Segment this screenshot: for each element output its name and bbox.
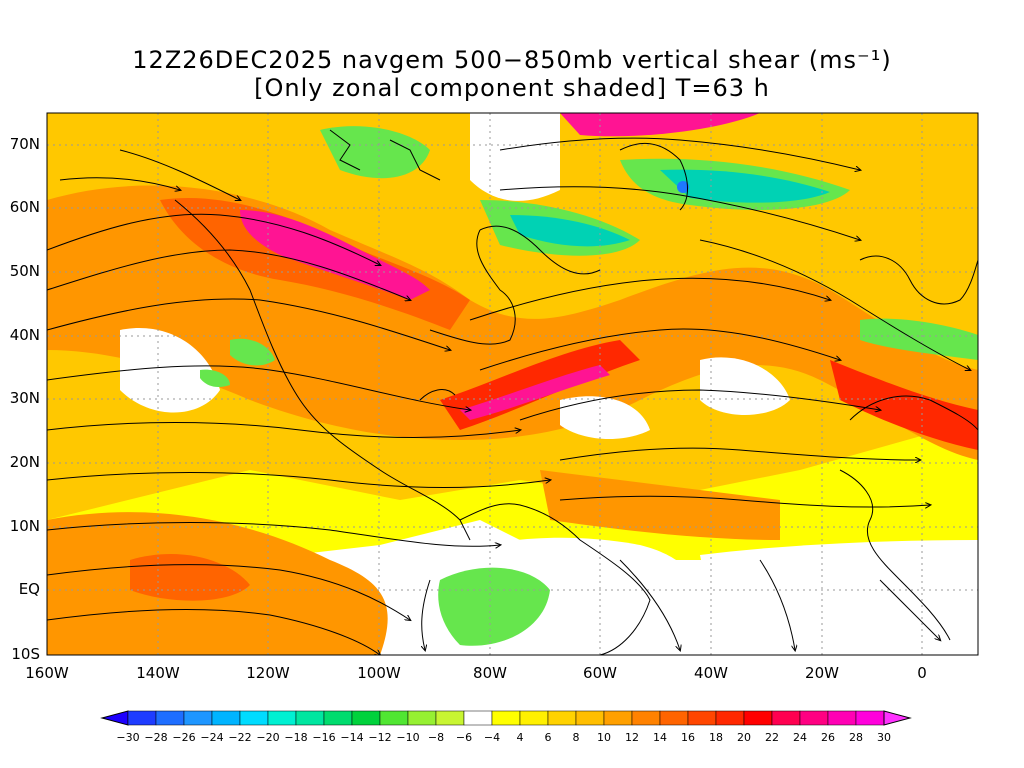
colorbar-swatch (631, 710, 661, 726)
colorbar-swatch (771, 710, 801, 726)
colorbar-label: −20 (256, 731, 279, 744)
latitude-label: 60N (10, 198, 40, 216)
colorbar-label: −14 (340, 731, 363, 744)
colorbar-swatch (155, 710, 185, 726)
longitude-label: 0 (917, 664, 927, 682)
colorbar-swatch (211, 710, 241, 726)
colorbar-label: −22 (228, 731, 251, 744)
colorbar-label: −28 (144, 731, 167, 744)
colorbar-swatch (715, 710, 745, 726)
colorbar-label: −30 (116, 731, 139, 744)
colorbar-label: 18 (709, 731, 723, 744)
longitude-labels: 160W 140W 120W 100W 80W 60W 40W 20W 0 (25, 664, 927, 682)
colorbar-swatch (463, 710, 493, 726)
colorbar-label: 16 (681, 731, 695, 744)
map-frame (46, 112, 979, 656)
colorbar-swatch (435, 710, 465, 726)
colorbar-swatch (379, 710, 409, 726)
colorbar-label: 4 (517, 731, 524, 744)
colorbar: −30 −28 −26 −24 −22 −20 −18 −16 −14 −12 −10 −8 −6 −4 4… (100, 710, 912, 744)
colorbar-min-arrow (100, 710, 129, 726)
latitude-label: 70N (10, 135, 40, 153)
longitude-label: 100W (357, 664, 401, 682)
colorbar-label: 6 (545, 731, 552, 744)
colorbar-swatch (827, 710, 857, 726)
colorbar-swatch (659, 710, 689, 726)
colorbar-swatch (239, 710, 269, 726)
latitude-label: 10S (11, 645, 40, 663)
colorbar-swatch (799, 710, 829, 726)
shading-layer (47, 113, 978, 655)
colorbar-label: 14 (653, 731, 667, 744)
colorbar-label: −26 (172, 731, 195, 744)
colorbar-label: −18 (284, 731, 307, 744)
colorbar-swatch (183, 710, 213, 726)
colorbar-label: 20 (737, 731, 751, 744)
colorbar-label: 22 (765, 731, 779, 744)
colorbar-swatch (547, 710, 577, 726)
colorbar-label: −12 (368, 731, 391, 744)
latitude-label: 30N (10, 389, 40, 407)
map-title-line-1: 12Z26DEC2025 navgem 500−850mb vertical s… (132, 46, 892, 74)
colorbar-label: −10 (396, 731, 419, 744)
streamlines (47, 137, 970, 655)
colorbar-swatch (491, 710, 521, 726)
longitude-label: 60W (583, 664, 617, 682)
latitude-label: EQ (19, 580, 40, 598)
colorbar-label: −24 (200, 731, 223, 744)
colorbar-label: 8 (573, 731, 580, 744)
colorbar-swatch (855, 710, 885, 726)
colorbar-swatch (295, 710, 325, 726)
latitude-label: 20N (10, 453, 40, 471)
longitude-label: 80W (473, 664, 507, 682)
colorbar-label: 12 (625, 731, 639, 744)
colorbar-label: 10 (597, 731, 611, 744)
colorbar-swatch (267, 710, 297, 726)
longitude-label: 160W (25, 664, 69, 682)
longitude-label: 120W (246, 664, 290, 682)
colorbar-label: 30 (877, 731, 891, 744)
colorbar-swatch (323, 710, 353, 726)
colorbar-label: −16 (312, 731, 335, 744)
colorbar-label: −6 (456, 731, 472, 744)
colorbar-max-arrow (883, 710, 912, 726)
colorbar-swatch (687, 710, 717, 726)
colorbar-label: −4 (484, 731, 500, 744)
latitude-label: 10N (10, 517, 40, 535)
colorbar-label: 26 (821, 731, 835, 744)
colorbar-swatch (127, 710, 157, 726)
longitude-label: 40W (694, 664, 728, 682)
colorbar-label: 24 (793, 731, 807, 744)
latitude-labels: 70N 60N 50N 40N 30N 20N 10N EQ 10S (10, 135, 40, 663)
longitude-label: 140W (136, 664, 180, 682)
colorbar-label: −8 (428, 731, 444, 744)
graticule (47, 113, 978, 655)
latitude-label: 40N (10, 326, 40, 344)
colorbar-swatch (575, 710, 605, 726)
colorbar-label: 28 (849, 731, 863, 744)
colorbar-swatch (351, 710, 381, 726)
latitude-label: 50N (10, 262, 40, 280)
colorbar-swatch (743, 710, 773, 726)
colorbar-swatch (603, 710, 633, 726)
colorbar-swatch (407, 710, 437, 726)
map-title-line-2: [Only zonal component shaded] T=63 h (254, 74, 770, 102)
longitude-label: 20W (805, 664, 839, 682)
colorbar-swatch (519, 710, 549, 726)
